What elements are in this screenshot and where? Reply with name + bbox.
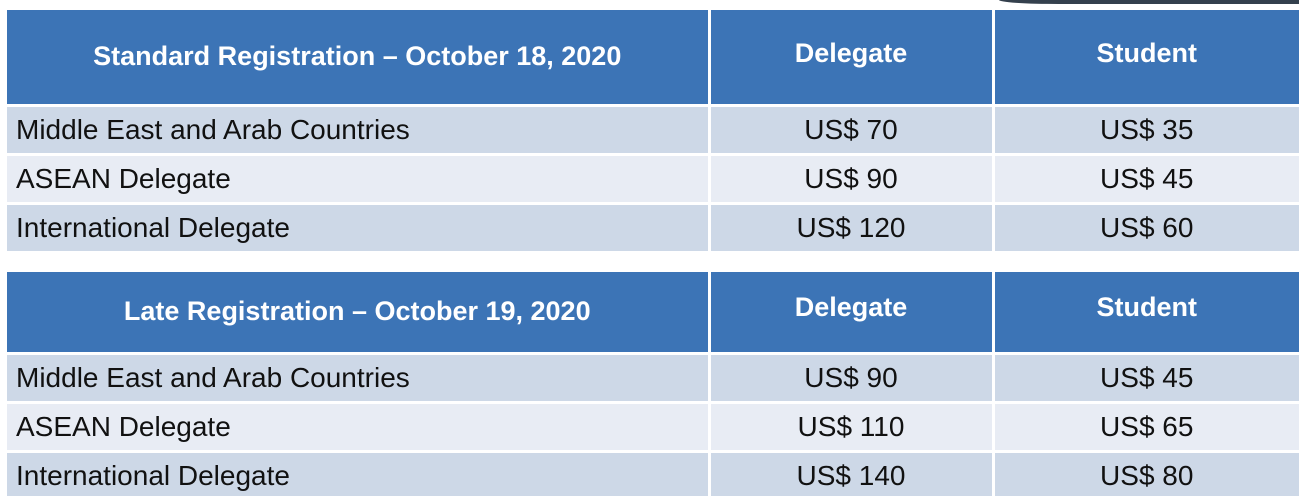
table-row: ASEAN Delegate US$ 110 US$ 65 — [7, 400, 1299, 451]
table-header-row: Standard Registration – October 18, 2020… — [7, 10, 1299, 105]
region-cell: International Delegate — [7, 201, 711, 251]
column-header-delegate: Delegate — [709, 272, 995, 353]
delegate-price-cell: US$ 70 — [709, 103, 995, 154]
table-title: Standard Registration – October 18, 2020 — [7, 10, 711, 105]
delegate-price-cell: US$ 110 — [709, 400, 995, 451]
column-header-student: Student — [993, 272, 1299, 353]
delegate-price-cell: US$ 120 — [709, 201, 995, 251]
region-cell: International Delegate — [7, 449, 711, 496]
student-price-cell: US$ 35 — [993, 103, 1299, 154]
student-price-cell: US$ 65 — [993, 400, 1299, 451]
delegate-price-cell: US$ 90 — [709, 152, 995, 203]
standard-registration-table: Standard Registration – October 18, 2020… — [7, 10, 1299, 251]
student-price-cell: US$ 45 — [993, 351, 1299, 402]
table-header-row: Late Registration – October 19, 2020 Del… — [7, 272, 1299, 353]
table-title: Late Registration – October 19, 2020 — [7, 272, 711, 353]
table-row: International Delegate US$ 140 US$ 80 — [7, 449, 1299, 496]
table-row: International Delegate US$ 120 US$ 60 — [7, 201, 1299, 251]
late-registration-table: Late Registration – October 19, 2020 Del… — [7, 272, 1299, 496]
column-header-student: Student — [993, 10, 1299, 105]
decorative-corner-shape — [999, 0, 1299, 4]
table-row: ASEAN Delegate US$ 90 US$ 45 — [7, 152, 1299, 203]
table-row: Middle East and Arab Countries US$ 70 US… — [7, 103, 1299, 154]
region-cell: Middle East and Arab Countries — [7, 351, 711, 402]
column-header-delegate: Delegate — [709, 10, 995, 105]
student-price-cell: US$ 80 — [993, 449, 1299, 496]
region-cell: Middle East and Arab Countries — [7, 103, 711, 154]
delegate-price-cell: US$ 140 — [709, 449, 995, 496]
student-price-cell: US$ 45 — [993, 152, 1299, 203]
region-cell: ASEAN Delegate — [7, 400, 711, 451]
region-cell: ASEAN Delegate — [7, 152, 711, 203]
delegate-price-cell: US$ 90 — [709, 351, 995, 402]
table-row: Middle East and Arab Countries US$ 90 US… — [7, 351, 1299, 402]
student-price-cell: US$ 60 — [993, 201, 1299, 251]
